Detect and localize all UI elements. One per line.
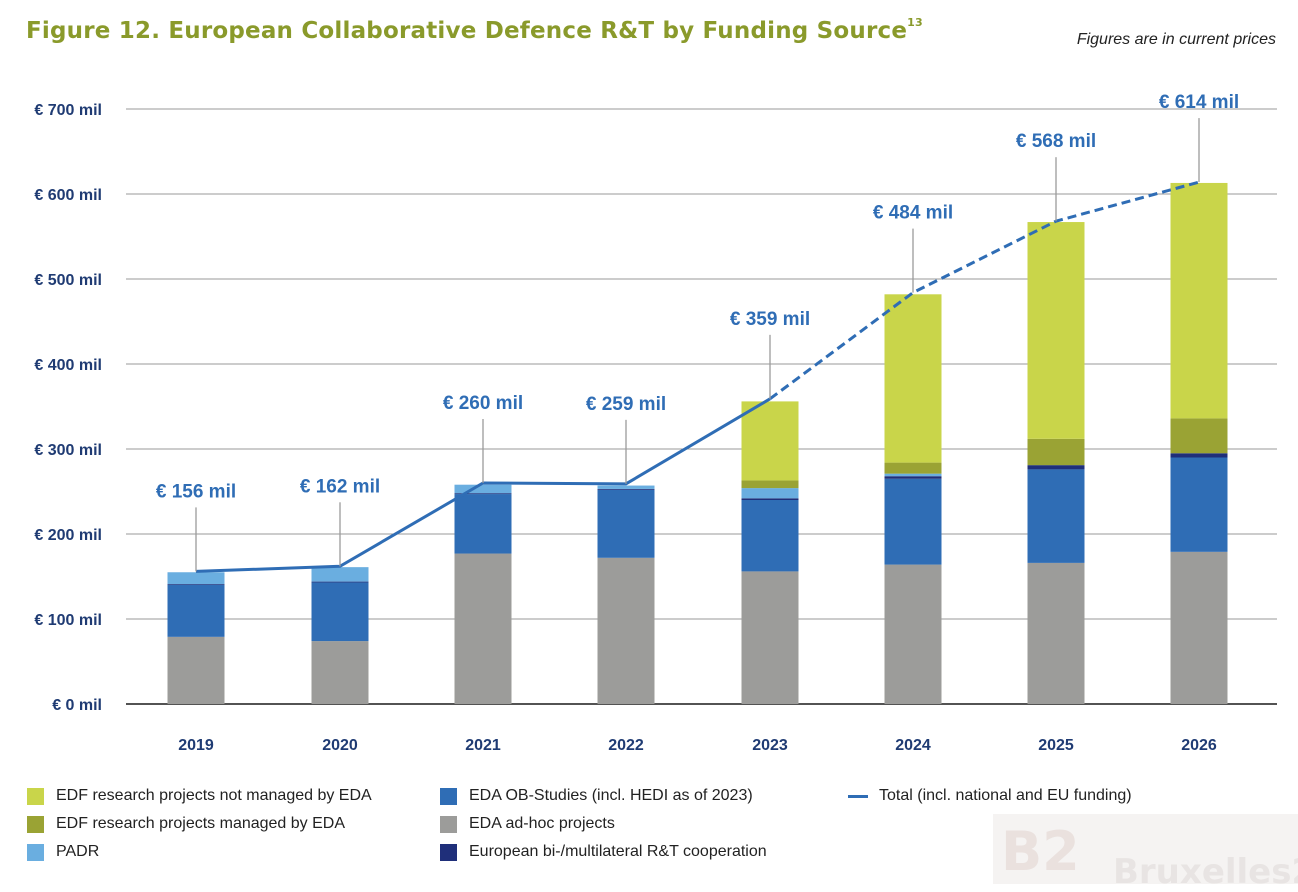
bar-segment-ad_hoc	[1027, 562, 1085, 704]
x-tick-label: 2026	[1181, 737, 1217, 754]
watermark-text: Bruxelles2	[1113, 852, 1298, 892]
x-tick-label: 2020	[322, 737, 358, 754]
chart-title: Figure 12. European Collaborative Defenc…	[26, 16, 923, 44]
bar-segment-ob_studies	[597, 489, 655, 558]
total-value-label: € 568 mil	[1016, 131, 1096, 152]
x-tick-label: 2021	[465, 737, 501, 754]
bar-segment-ad_hoc	[167, 636, 225, 704]
bar-segment-padr	[741, 488, 799, 499]
bar-segment-ob_studies	[454, 494, 512, 554]
bar-segment-ob_studies	[1027, 469, 1085, 563]
bar-segment-ob_studies	[884, 478, 942, 565]
total-value-label: € 156 mil	[156, 481, 236, 502]
bar-segment-ob_studies	[1170, 457, 1228, 552]
title-footnote: 13	[907, 16, 923, 29]
x-tick-label: 2019	[178, 737, 214, 754]
bar-segment-edf_eda	[884, 462, 942, 474]
x-tick-label: 2022	[608, 737, 644, 754]
legend-label: PADR	[56, 843, 100, 860]
legend-color-swatch	[27, 815, 44, 833]
prices-note: Figures are in current prices	[1076, 31, 1276, 48]
bar-segment-ad_hoc	[311, 641, 369, 704]
bar-segment-bi_multi	[454, 493, 512, 495]
legend-label: Total (incl. national and EU funding)	[879, 787, 1132, 804]
legend-color-swatch	[440, 843, 457, 861]
legend-label: European bi-/multilateral R&T cooperatio…	[469, 843, 767, 860]
total-value-label: € 614 mil	[1159, 92, 1239, 113]
legend-item-edf_eda: EDF research projects managed by EDA	[27, 814, 345, 834]
y-tick-label: € 600 mil	[34, 187, 102, 204]
x-tick-label: 2023	[752, 737, 788, 754]
total-value-label: € 484 mil	[873, 203, 953, 224]
bar-segment-bi_multi	[167, 584, 225, 585]
bar-segment-bi_multi	[311, 581, 369, 583]
bar-segment-edf_eda	[1170, 418, 1228, 454]
bar-segment-edf_not_eda	[884, 294, 942, 463]
watermark-logo: B2	[1001, 820, 1080, 883]
bar-segment-ob_studies	[167, 585, 225, 637]
bar-segment-padr	[167, 572, 225, 585]
total-value-label: € 162 mil	[300, 476, 380, 497]
bruxelles2-watermark: B2 Bruxelles2	[993, 814, 1298, 892]
legend-label: EDA OB-Studies (incl. HEDI as of 2023)	[469, 787, 753, 804]
y-tick-label: € 100 mil	[34, 612, 102, 629]
legend-line-swatch	[848, 794, 868, 798]
legend-label: EDF research projects managed by EDA	[56, 815, 346, 832]
bar-segment-padr	[454, 484, 512, 494]
y-tick-label: € 500 mil	[34, 272, 102, 289]
bar-segment-bi_multi	[1170, 453, 1228, 458]
bar-segment-ad_hoc	[1170, 551, 1228, 704]
y-tick-label: € 0 mil	[52, 697, 102, 714]
total-value-label: € 260 mil	[443, 393, 523, 414]
bar-segment-edf_eda	[741, 480, 799, 489]
legend-color-swatch	[27, 843, 44, 861]
legend-item-edf_not_eda: EDF research projects not managed by EDA	[27, 786, 372, 806]
legend-item-ob_studies: EDA OB-Studies (incl. HEDI as of 2023)	[440, 786, 753, 806]
bar-segment-ad_hoc	[884, 564, 942, 704]
legend-label: EDA ad-hoc projects	[469, 815, 615, 832]
total-value-label: € 359 mil	[730, 309, 810, 330]
legend-label: EDF research projects not managed by EDA	[56, 787, 372, 804]
legend-item-ad_hoc: EDA ad-hoc projects	[440, 814, 615, 834]
bar-segment-ob_studies	[311, 582, 369, 642]
total-value-label: € 259 mil	[586, 394, 666, 415]
y-tick-label: € 200 mil	[34, 527, 102, 544]
x-tick-label: 2025	[1038, 737, 1074, 754]
y-tick-label: € 300 mil	[34, 442, 102, 459]
bar-segment-padr	[311, 567, 369, 582]
bar-segment-bi_multi	[597, 488, 655, 490]
legend-item-total_line: Total (incl. national and EU funding)	[848, 786, 1132, 806]
bar-segment-ad_hoc	[597, 557, 655, 704]
total-line-dashed	[769, 180, 1200, 401]
legend-color-swatch	[440, 787, 457, 805]
bar-segment-bi_multi	[884, 476, 942, 479]
x-tick-label: 2024	[895, 737, 931, 754]
y-tick-label: € 700 mil	[34, 102, 102, 119]
legend-item-padr: PADR	[27, 842, 99, 862]
chart-legend: EDF research projects not managed by EDA…	[0, 786, 1298, 876]
bar-segment-bi_multi	[741, 498, 799, 500]
bar-segment-ad_hoc	[741, 571, 799, 704]
bar-segment-bi_multi	[1027, 465, 1085, 470]
legend-color-swatch	[27, 787, 44, 805]
bar-segment-edf_not_eda	[741, 401, 799, 481]
legend-color-swatch	[440, 815, 457, 833]
bar-segment-edf_not_eda	[1027, 222, 1085, 439]
bar-segment-edf_eda	[1027, 438, 1085, 466]
y-tick-label: € 400 mil	[34, 357, 102, 374]
bar-segment-ad_hoc	[454, 553, 512, 704]
bar-segment-edf_not_eda	[1170, 182, 1228, 419]
bar-segment-ob_studies	[741, 500, 799, 572]
stacked-bar-chart: € 0 mil € 100 mil € 200 mil € 300 mil € 400 …	[34, 92, 1277, 754]
bar-segment-padr	[597, 485, 655, 489]
legend-item-bi_multi: European bi-/multilateral R&T cooperatio…	[440, 842, 767, 862]
bar-segment-padr	[884, 473, 942, 477]
